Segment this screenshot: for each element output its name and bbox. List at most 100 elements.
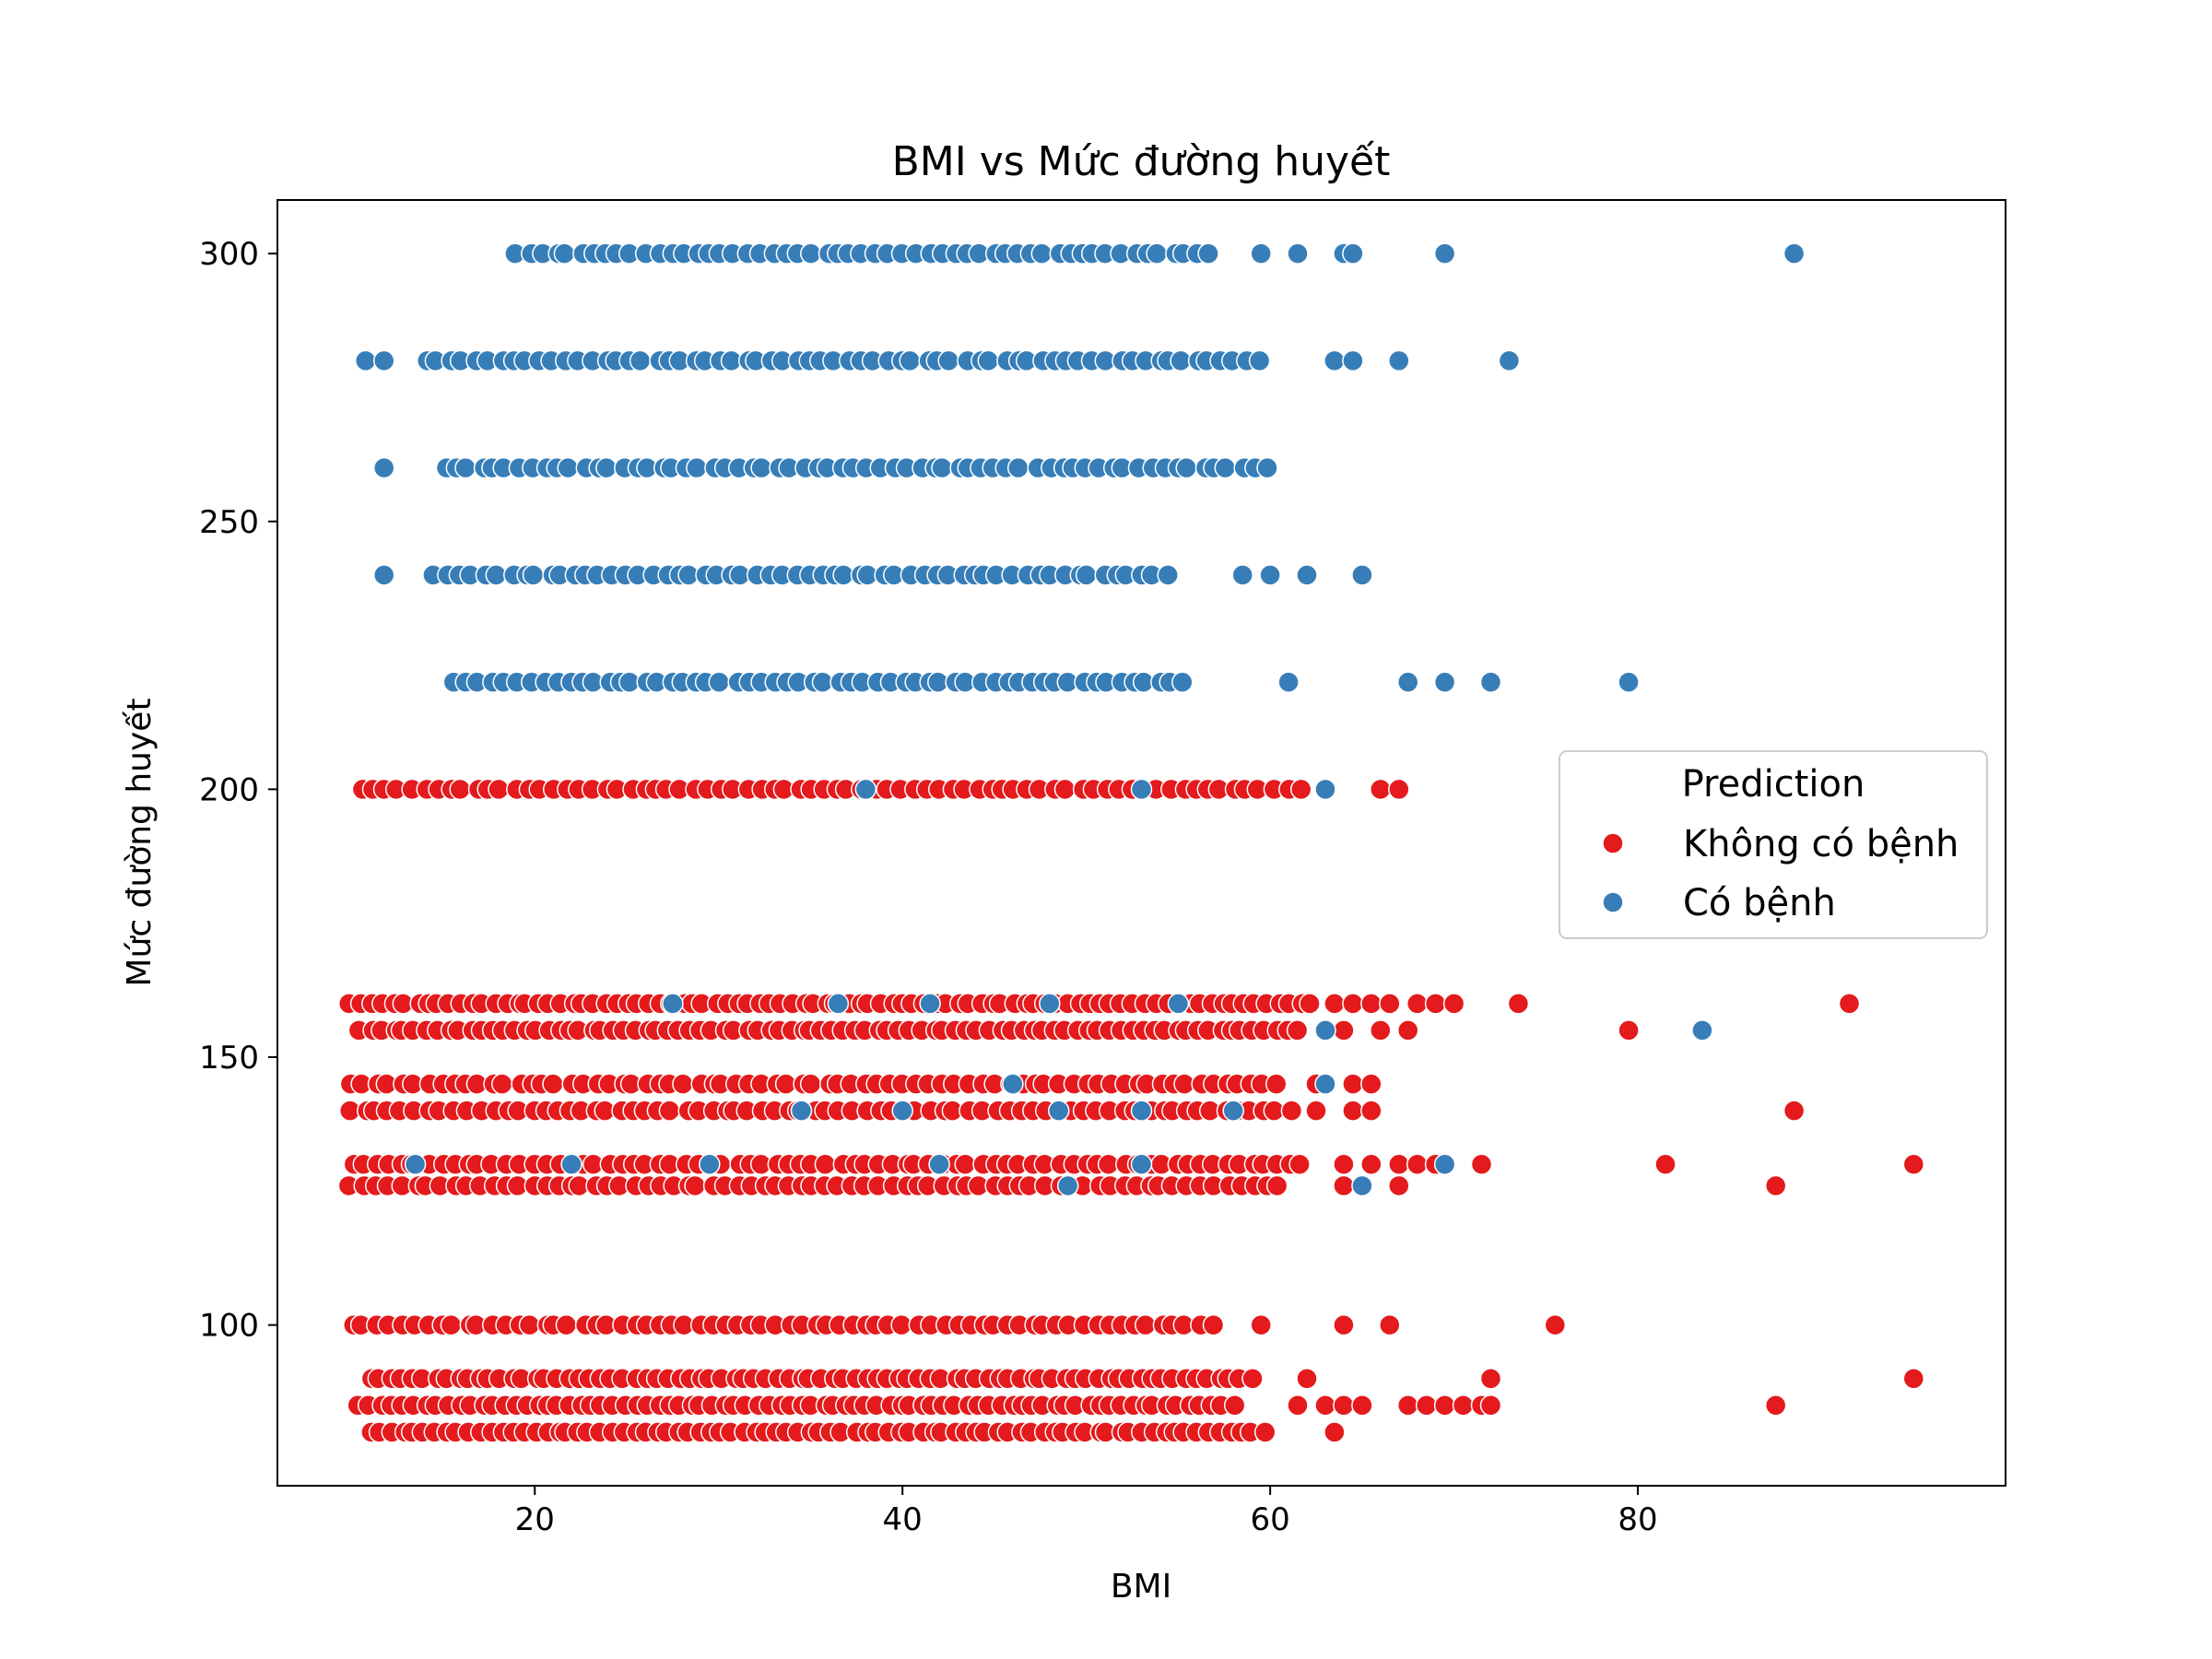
data-point bbox=[629, 349, 652, 372]
data-point bbox=[1783, 242, 1806, 265]
data-point bbox=[658, 1100, 681, 1122]
data-point bbox=[491, 1073, 513, 1095]
data-point bbox=[662, 993, 684, 1015]
data-point bbox=[1135, 1313, 1157, 1336]
data-point bbox=[1039, 993, 1061, 1015]
data-point bbox=[1314, 778, 1336, 801]
data-point bbox=[372, 349, 395, 372]
data-point bbox=[1424, 993, 1447, 1015]
data-point bbox=[1130, 1100, 1153, 1122]
legend-marker-co-benh bbox=[1602, 891, 1624, 913]
data-point bbox=[1654, 1153, 1677, 1176]
x-tick-label: 20 bbox=[515, 1501, 555, 1538]
data-point bbox=[1479, 1368, 1502, 1390]
y-tick-label: 200 bbox=[199, 771, 259, 808]
data-point bbox=[1259, 564, 1281, 586]
legend-marker-khong-co-benh bbox=[1602, 832, 1624, 854]
data-point bbox=[1902, 1368, 1925, 1390]
data-point bbox=[1333, 1019, 1355, 1041]
ticks-layer: 20 40 60 80 100 150 200 250 300 bbox=[199, 236, 1658, 1538]
data-point bbox=[790, 1100, 813, 1122]
data-point bbox=[1433, 1394, 1456, 1417]
data-point bbox=[1342, 349, 1364, 372]
data-point bbox=[522, 564, 545, 586]
data-point bbox=[1288, 1153, 1311, 1176]
data-point bbox=[750, 456, 772, 479]
data-point bbox=[672, 1073, 694, 1095]
data-point bbox=[1396, 1019, 1419, 1041]
data-point bbox=[1396, 1394, 1419, 1417]
data-point bbox=[454, 456, 477, 479]
data-point bbox=[1222, 1100, 1244, 1122]
data-point bbox=[1214, 456, 1237, 479]
data-point bbox=[1170, 349, 1192, 372]
data-point bbox=[1764, 1174, 1787, 1197]
data-point bbox=[542, 1073, 564, 1095]
data-point bbox=[1231, 564, 1253, 586]
data-point bbox=[1324, 1421, 1346, 1443]
data-point bbox=[1351, 1394, 1373, 1417]
data-point bbox=[1286, 1019, 1309, 1041]
data-point bbox=[1618, 671, 1640, 693]
data-point bbox=[1075, 564, 1098, 586]
data-point bbox=[1047, 1100, 1070, 1122]
data-point bbox=[1253, 1421, 1277, 1443]
x-axis-label: BMI bbox=[1111, 1568, 1171, 1606]
data-point bbox=[919, 993, 941, 1015]
data-point bbox=[1507, 993, 1530, 1015]
y-tick-label: 250 bbox=[199, 504, 259, 541]
data-point bbox=[557, 456, 579, 479]
data-point bbox=[1296, 564, 1318, 586]
y-tick-label: 100 bbox=[199, 1308, 259, 1345]
data-point bbox=[1305, 1100, 1327, 1122]
data-point bbox=[931, 456, 953, 479]
data-point bbox=[1324, 993, 1346, 1015]
data-point bbox=[1324, 349, 1346, 372]
data-point bbox=[1838, 993, 1861, 1015]
data-point bbox=[1360, 1153, 1382, 1176]
data-point bbox=[1388, 1153, 1410, 1176]
legend-frame bbox=[1559, 750, 1988, 939]
data-point bbox=[1167, 993, 1190, 1015]
data-point bbox=[1157, 564, 1179, 586]
data-point bbox=[1479, 671, 1502, 693]
legend-label-khong-co-benh: Không có bệnh bbox=[1683, 823, 1959, 865]
data-point bbox=[684, 1174, 706, 1197]
data-point bbox=[811, 671, 834, 693]
data-point bbox=[1351, 564, 1373, 586]
data-point bbox=[1396, 671, 1419, 693]
data-point bbox=[1388, 1174, 1410, 1197]
data-point bbox=[1223, 1394, 1246, 1417]
data-point bbox=[1130, 1153, 1153, 1176]
data-point bbox=[553, 242, 576, 265]
data-point bbox=[1360, 993, 1382, 1015]
data-point bbox=[799, 1073, 822, 1095]
data-point bbox=[1002, 1073, 1024, 1095]
data-point bbox=[404, 1153, 427, 1176]
data-point bbox=[1442, 993, 1465, 1015]
data-point bbox=[954, 1153, 976, 1176]
data-point bbox=[1250, 1313, 1272, 1336]
data-point bbox=[1333, 1313, 1355, 1336]
data-point bbox=[1030, 242, 1053, 265]
data-point bbox=[1544, 1313, 1567, 1336]
legend-label-co-benh: Có bệnh bbox=[1683, 882, 1836, 924]
data-point bbox=[1256, 456, 1278, 479]
data-point bbox=[1415, 1394, 1438, 1417]
data-point bbox=[372, 564, 395, 586]
data-point bbox=[1351, 1174, 1373, 1197]
data-point bbox=[1197, 242, 1219, 265]
data-point bbox=[555, 1313, 578, 1336]
data-point bbox=[440, 1313, 463, 1336]
data-point bbox=[814, 1153, 837, 1176]
x-tick-label: 40 bbox=[883, 1501, 923, 1538]
data-point bbox=[928, 1153, 950, 1176]
data-point bbox=[1783, 1100, 1806, 1122]
data-point bbox=[1452, 1394, 1475, 1417]
legend: Prediction Không có bệnh Có bệnh bbox=[1559, 750, 1988, 939]
plot-frame bbox=[276, 199, 2006, 1487]
data-point bbox=[1902, 1153, 1925, 1176]
data-point bbox=[595, 456, 618, 479]
data-point bbox=[1146, 242, 1168, 265]
